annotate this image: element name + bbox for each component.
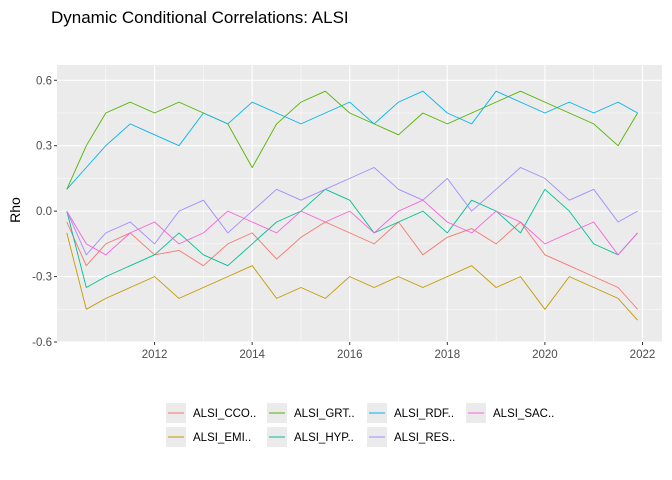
y-tick-label: 0.3	[36, 141, 52, 153]
series-line-alsi-sac-	[66, 199, 638, 256]
legend-label: ALSI_RDF..	[394, 408, 454, 420]
legend-label: ALSI_RES..	[394, 432, 455, 444]
x-axis: 2012 2014 2016 2018 2020 2022	[142, 342, 655, 361]
y-tick-label: -0.3	[32, 272, 52, 284]
series-line-alsi-hyp-	[66, 188, 638, 288]
chart-title: Dynamic Conditional Correlations: ALSI	[51, 8, 349, 27]
x-tick-label: 2022	[630, 349, 656, 361]
legend-label: ALSI_HYP..	[294, 432, 354, 444]
plot-panel	[57, 65, 662, 342]
y-axis: -0.6 -0.3 0.0 0.3 0.6	[32, 75, 57, 349]
legend-label: ALSI_GRT..	[294, 408, 355, 420]
series-line-alsi-emi-	[66, 232, 638, 321]
legend-label: ALSI_CCO..	[193, 408, 256, 420]
y-tick-label: 0.6	[36, 75, 52, 87]
y-axis-title: Rho	[7, 197, 23, 223]
y-tick-label: 0.0	[36, 206, 52, 218]
x-tick-label: 2016	[337, 349, 363, 361]
legend-label: ALSI_SAC..	[493, 408, 554, 420]
series-line-alsi-res-	[66, 167, 638, 256]
x-tick-label: 2020	[532, 349, 558, 361]
y-tick-label: -0.6	[32, 337, 52, 349]
x-tick-label: 2012	[142, 349, 168, 361]
x-tick-label: 2014	[239, 349, 265, 361]
legend-label: ALSI_EMI..	[193, 432, 251, 444]
series-line-alsi-grt-	[66, 90, 638, 190]
legend: ALSI_CCO.. ALSI_GRT.. ALSI_RDF.. ALSI_SAC..…	[166, 403, 554, 447]
series-line-alsi-rdf-	[66, 90, 638, 190]
x-tick-label: 2018	[435, 349, 461, 361]
series-lines	[66, 90, 638, 321]
grid	[57, 65, 662, 343]
